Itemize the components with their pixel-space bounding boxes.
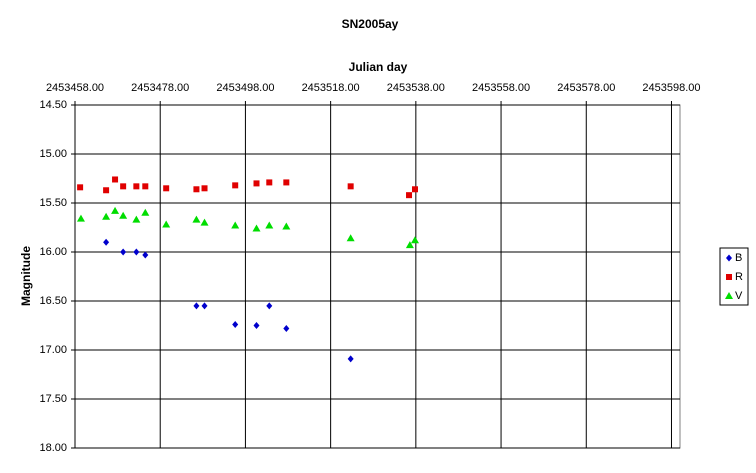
point xyxy=(77,184,84,191)
point xyxy=(411,186,418,193)
point xyxy=(163,185,170,192)
x-axis-title: Julian day xyxy=(349,60,408,74)
y-axis-title: Magnitude xyxy=(19,246,33,306)
point xyxy=(133,183,140,190)
legend-box xyxy=(719,247,749,306)
x-tick-label: 2453558.00 xyxy=(472,82,530,94)
point xyxy=(112,176,119,183)
point xyxy=(346,234,355,242)
point xyxy=(405,241,414,249)
point xyxy=(111,206,120,214)
point xyxy=(265,221,274,229)
point xyxy=(132,215,141,223)
y-tick-label: 16.00 xyxy=(39,246,67,258)
point xyxy=(201,185,208,192)
point xyxy=(266,302,273,310)
y-tick-label: 14.50 xyxy=(39,99,67,111)
legend-marker xyxy=(726,274,732,280)
point xyxy=(232,321,239,329)
point xyxy=(120,183,127,190)
x-tick-label: 2453538.00 xyxy=(387,82,445,94)
point xyxy=(266,179,273,186)
y-tick-label: 15.00 xyxy=(39,148,67,160)
point xyxy=(141,208,150,216)
point xyxy=(231,221,240,229)
x-tick-label: 2453458.00 xyxy=(46,82,104,94)
point xyxy=(200,218,209,226)
point xyxy=(142,251,149,259)
point xyxy=(252,224,261,232)
point xyxy=(232,182,239,189)
point xyxy=(253,180,260,187)
x-tick-label: 2453598.00 xyxy=(642,82,700,94)
y-tick-label: 15.50 xyxy=(39,197,67,209)
point xyxy=(102,212,111,220)
point xyxy=(282,222,291,230)
y-tick-label: 17.50 xyxy=(39,393,67,405)
point xyxy=(253,322,260,329)
point xyxy=(142,183,149,190)
point xyxy=(347,183,354,190)
point xyxy=(103,238,110,246)
point xyxy=(410,236,419,244)
point xyxy=(103,187,110,194)
legend-marker xyxy=(725,292,733,299)
point xyxy=(76,214,85,222)
point xyxy=(283,179,290,186)
chart-title: SN2005ay xyxy=(342,17,399,31)
legend-label: B xyxy=(735,252,742,264)
point xyxy=(406,192,413,199)
plot-area xyxy=(74,104,681,449)
point xyxy=(283,324,290,332)
point xyxy=(162,220,171,228)
point xyxy=(193,302,200,310)
x-tick-label: 2453578.00 xyxy=(557,82,615,94)
point xyxy=(192,215,201,223)
y-tick-label: 17.00 xyxy=(39,344,67,356)
y-tick-label: 18.00 xyxy=(39,442,67,454)
legend-label: V xyxy=(735,290,743,302)
x-tick-label: 2453478.00 xyxy=(131,82,189,94)
point xyxy=(133,248,140,256)
x-tick-label: 2453498.00 xyxy=(216,82,274,94)
point xyxy=(347,355,354,363)
point xyxy=(120,248,127,256)
legend-label: R xyxy=(735,271,743,283)
legend-marker xyxy=(726,254,732,262)
point xyxy=(193,186,200,193)
point xyxy=(201,302,208,310)
point xyxy=(119,211,128,219)
x-tick-label: 2453518.00 xyxy=(302,82,360,94)
y-tick-label: 16.50 xyxy=(39,295,67,307)
